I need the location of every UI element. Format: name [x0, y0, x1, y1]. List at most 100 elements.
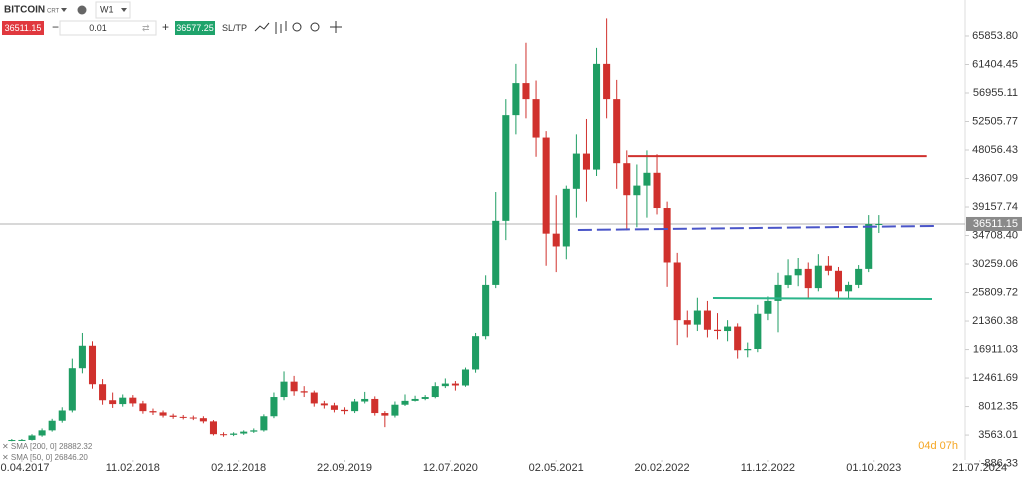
candle-body [411, 398, 419, 401]
y-tick-label: 3563.01 [978, 429, 1018, 441]
interval[interactable]: W1 [100, 4, 114, 14]
candle-body [99, 384, 107, 401]
interval-box[interactable] [95, 1, 131, 19]
candle-body [845, 284, 853, 292]
symbol[interactable]: BITCOIN [4, 5, 45, 16]
trendline [712, 297, 932, 301]
candle-body [330, 405, 338, 410]
volume-input[interactable] [59, 20, 157, 36]
chart-type-icon[interactable] [254, 22, 270, 32]
buy-price[interactable]: 36577.25 [176, 23, 214, 33]
candle-body [542, 137, 550, 234]
candle-body [653, 172, 661, 209]
symbol-dropdown[interactable] [61, 8, 67, 12]
indicator-label[interactable]: ✕ SMA [50, 0] 26846.20 [2, 453, 88, 462]
crosshair-icon[interactable] [330, 21, 342, 33]
candle-body [38, 430, 46, 436]
indicator-label[interactable]: ✕ SMA [200, 0] 28882.32 [2, 442, 93, 451]
y-tick-label: 43607.09 [972, 172, 1018, 184]
candle-body [512, 83, 520, 116]
x-tick-label: 21.07.2024 [952, 462, 1007, 474]
candle-body [522, 83, 530, 100]
candle-body [351, 401, 359, 412]
candle-body [260, 416, 268, 431]
y-tick-label: 8012.35 [978, 400, 1018, 412]
buy-button[interactable] [175, 21, 215, 35]
candle-body [290, 381, 298, 392]
y-tick-label: 34708.40 [972, 229, 1018, 241]
zoom-in-icon[interactable] [310, 22, 320, 32]
candle-body [472, 336, 480, 370]
candle-body [562, 188, 570, 247]
candle-body [774, 284, 782, 301]
candle-body [663, 208, 671, 263]
sell-button[interactable] [2, 21, 44, 35]
candle-body [744, 348, 752, 351]
candle-body [230, 433, 238, 435]
candle-body [643, 172, 651, 186]
indicators-icon[interactable] [275, 21, 287, 34]
candle-body [673, 262, 681, 321]
candle-body [683, 320, 691, 325]
y-tick-label: 48056.43 [972, 144, 1018, 156]
candle-body [119, 397, 127, 405]
x-tick-label: 10.04.2017 [0, 462, 49, 474]
x-tick-label: 12.07.2020 [423, 462, 478, 474]
y-tick-label: 65853.80 [972, 30, 1018, 42]
candle-body [633, 185, 641, 196]
candle-body [865, 224, 873, 269]
y-tick-label: 16911.03 [973, 343, 1018, 355]
candle-body [68, 368, 76, 411]
sell-price[interactable]: 36511.15 [5, 23, 42, 33]
candle-body [340, 409, 349, 412]
info-icon[interactable] [77, 5, 87, 15]
x-tick-label: 02.12.2018 [211, 462, 266, 474]
interval-dropdown[interactable] [121, 8, 127, 12]
candle-body [88, 345, 97, 385]
candle-body [724, 326, 732, 332]
candle-body [713, 329, 722, 332]
candle-body [220, 434, 228, 436]
symbol-tag: CRT [47, 9, 60, 15]
y-tick-label: 30259.06 [972, 258, 1018, 270]
y-tick-label: 39157.74 [972, 201, 1018, 213]
candle-body [764, 300, 772, 314]
minus-button[interactable]: − [52, 20, 59, 34]
y-tick-label: 25809.72 [972, 286, 1018, 298]
candle-body [149, 411, 157, 413]
x-tick-label: 11.02.2018 [106, 462, 160, 474]
candle-body [492, 220, 500, 285]
candle-body [593, 63, 601, 170]
candle-body [431, 386, 439, 398]
x-tick-label: 22.09.2019 [317, 462, 372, 474]
candle-body [875, 223, 883, 225]
candle-body [532, 99, 540, 138]
candle-body [814, 265, 822, 289]
candle-body [804, 268, 812, 289]
candle-body [361, 398, 369, 402]
volume[interactable]: 0.01 [89, 23, 107, 33]
candle-body [270, 397, 278, 417]
candle-body [502, 115, 510, 221]
candle-body [310, 392, 318, 404]
countdown: 04d 07h [918, 440, 958, 452]
sltp-button[interactable]: SL/TP [222, 23, 247, 33]
plot [0, 18, 981, 465]
plus-button[interactable]: + [162, 20, 169, 34]
candle-body [613, 99, 621, 164]
trendline [577, 224, 936, 232]
candle-body [421, 397, 429, 399]
swap-icon[interactable]: ⇄ [142, 23, 150, 33]
candle-body [784, 275, 792, 285]
candle-body [28, 435, 36, 440]
y-tick-label: 21360.38 [972, 315, 1018, 327]
zoom-out-icon[interactable] [292, 22, 302, 32]
y-tick-label: 12461.69 [972, 372, 1018, 384]
candle-body [441, 383, 449, 387]
candle-body [754, 313, 762, 349]
candle-body [199, 418, 207, 422]
candle-body [300, 391, 308, 393]
candle-body [572, 153, 580, 189]
